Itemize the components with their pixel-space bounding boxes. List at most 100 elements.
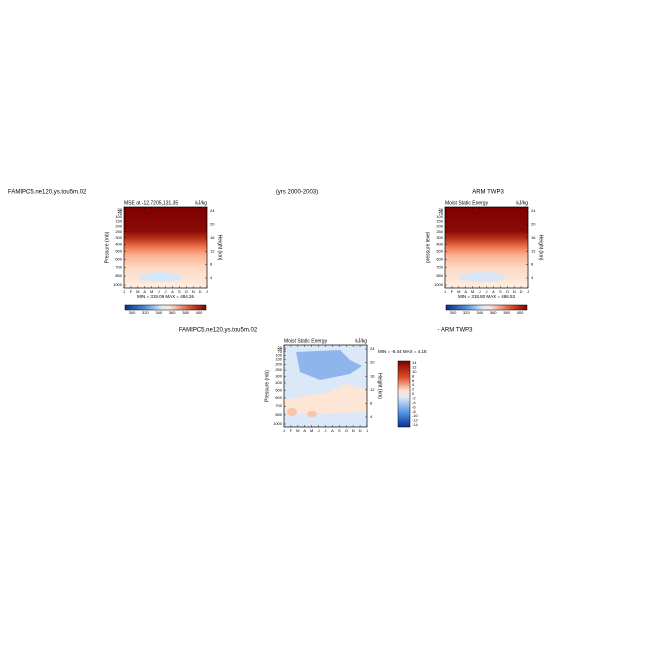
x-tick-label: N: [192, 289, 195, 294]
y2-tick-label: 12: [370, 387, 375, 392]
panel-units: kJ/kg: [195, 200, 207, 206]
colorbar-3: [397, 360, 411, 428]
header-right: ARM TWP3: [472, 190, 504, 196]
y-tick-label: 70: [439, 211, 444, 216]
panel-units: kJ/kg: [355, 338, 367, 344]
caption-left: FAMIPC5.ne120.ys.tou5m.02: [179, 328, 258, 334]
colorbar-label: -4: [412, 400, 416, 405]
panel: Moist Static Energy kJ/kg Pressure (mb) Hei…: [264, 338, 427, 433]
x-tick-label: S: [338, 428, 341, 433]
panel-units: kJ/kg: [516, 200, 528, 206]
y2-tick-label: 4: [370, 414, 373, 419]
header-left: FAMIPC5.ne120.ys.tou5m.02: [8, 190, 87, 196]
colorbar-label: 340: [476, 310, 483, 315]
y-tick-label: 70: [278, 349, 283, 354]
y2-tick-label: 20: [370, 360, 375, 365]
y-tick-label: 50: [118, 208, 123, 213]
x-tick-label: M: [457, 289, 460, 294]
colorbar-label: -6: [412, 404, 416, 409]
y-tick-label: 400: [436, 242, 443, 247]
x-tick-label: D: [199, 289, 202, 294]
y-tick-label: 850: [275, 412, 282, 417]
stats: MIN = 319.09 MAX = 484.26: [137, 294, 195, 299]
colorbar-label: -10: [412, 413, 419, 418]
x-tick-label: O: [185, 289, 188, 294]
x-tick-label: O: [345, 428, 348, 433]
x-tick-label: M: [150, 289, 153, 294]
y-tick-label: 100: [275, 352, 282, 357]
y2-tick-label: 8: [531, 262, 534, 267]
x-tick-label: A: [143, 289, 146, 294]
y-tick-label: 500: [275, 387, 282, 392]
colorbar-label: -12: [412, 418, 419, 423]
panel-title: Moist Static Energy: [445, 200, 489, 206]
y-tick-label: 600: [436, 256, 443, 261]
x-tick-label: M: [136, 289, 139, 294]
stats: MIN = 318.80 MAX = 486.53: [458, 294, 516, 299]
y2-tick-label: 16: [210, 235, 215, 240]
colorbar-label: 360: [490, 310, 497, 315]
x-tick-label: S: [178, 289, 181, 294]
colorbar-label: -14: [412, 422, 419, 427]
colorbar-label: 320: [142, 310, 149, 315]
y-tick-label: 50: [278, 346, 283, 351]
field-3: [284, 345, 367, 427]
y-tick-label: 850: [436, 273, 443, 278]
colorbar-label: 300: [450, 310, 457, 315]
colorbar-label: -8: [412, 409, 416, 414]
colorbar-label: 400: [517, 310, 524, 315]
x-tick-label: M: [296, 428, 299, 433]
y-tick-label: 1000: [113, 282, 123, 287]
y2-tick-label: 12: [531, 248, 536, 253]
y2-tick-label: 20: [531, 221, 536, 226]
y2-tick-label: 8: [370, 400, 373, 405]
y2-label: Height (km): [377, 373, 383, 399]
x-tick-label: N: [352, 428, 355, 433]
y2-label: Height (km): [217, 235, 223, 261]
y-tick-label: 600: [115, 256, 122, 261]
x-tick-label: J: [123, 289, 125, 294]
y2-tick-label: 8: [210, 262, 213, 267]
panel: MSE at -12.7205,131.35 kJ/kg Pressure (mb)…: [104, 200, 222, 315]
y-label: pressure level: [425, 232, 431, 263]
y2-tick-label: 20: [210, 221, 215, 226]
x-tick-label: J: [165, 289, 167, 294]
y2-tick-label: 16: [531, 235, 536, 240]
y-tick-label: 500: [115, 249, 122, 254]
x-tick-label: A: [464, 289, 467, 294]
x-tick-label: J: [158, 289, 160, 294]
x-tick-label: J: [527, 289, 529, 294]
x-tick-label: O: [506, 289, 509, 294]
colorbar-label: 14: [412, 360, 417, 365]
field-1: [124, 207, 207, 288]
panel-title: Moist Static Energy: [284, 338, 328, 344]
colorbar-label: 360: [169, 310, 176, 315]
x-tick-label: F: [130, 289, 133, 294]
colorbar-label: 2: [412, 387, 415, 392]
x-tick-label: M: [310, 428, 313, 433]
y-tick-label: 300: [275, 373, 282, 378]
y-tick-label: 600: [275, 395, 282, 400]
y-label: Pressure (mb): [104, 231, 110, 263]
y-tick-label: 100: [115, 214, 122, 219]
colorbar-label: 380: [182, 310, 189, 315]
x-tick-label: J: [318, 428, 320, 433]
y2-tick-label: 24: [210, 208, 215, 213]
stats: MIN = -8.44 MAX = 4.18: [378, 349, 427, 354]
x-tick-label: S: [499, 289, 502, 294]
y2-tick-label: 16: [370, 373, 375, 378]
colorbar-label: 6: [412, 378, 415, 383]
colorbar-label: 340: [155, 310, 162, 315]
colorbar-label: 300: [129, 310, 136, 315]
y-tick-label: 20: [118, 207, 123, 212]
header-center: (yrs 2000-2003): [276, 190, 318, 196]
colorbar-label: 320: [463, 310, 470, 315]
x-tick-label: A: [303, 428, 306, 433]
colorbar-label: 8: [412, 373, 415, 378]
y-tick-label: 300: [115, 235, 122, 240]
y-tick-label: 20: [439, 207, 444, 212]
x-tick-label: J: [366, 428, 368, 433]
x-tick-label: J: [206, 289, 208, 294]
panel-title: MSE at -12.7205,131.35: [124, 200, 178, 206]
x-tick-label: A: [331, 428, 334, 433]
